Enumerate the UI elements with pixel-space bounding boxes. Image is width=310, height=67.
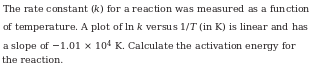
Text: of temperature. A plot of ln $k$ versus $1/T$ (in K) is linear and has: of temperature. A plot of ln $k$ versus … — [2, 20, 310, 34]
Text: a slope of $-$1.01 $\times$ 10$^{4}$ K. Calculate the activation energy for: a slope of $-$1.01 $\times$ 10$^{4}$ K. … — [2, 38, 298, 55]
Text: the reaction.: the reaction. — [2, 56, 64, 65]
Text: The rate constant ($k$) for a reaction was measured as a function: The rate constant ($k$) for a reaction w… — [2, 2, 310, 15]
